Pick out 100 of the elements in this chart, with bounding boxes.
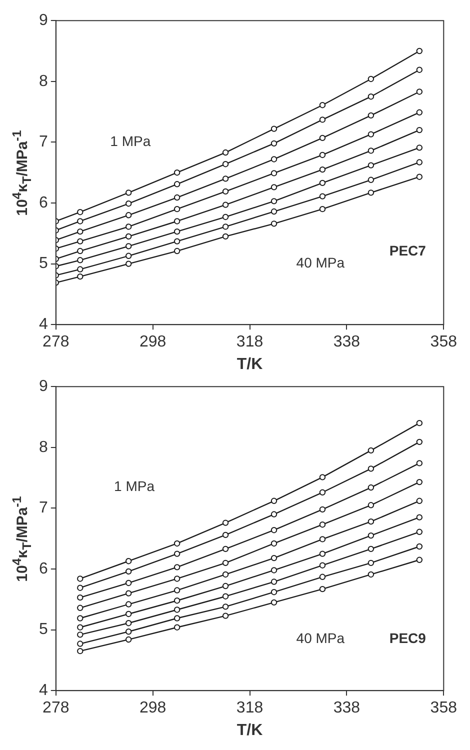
point: [222, 571, 229, 578]
point: [174, 228, 180, 235]
x-tick-label: 318: [236, 334, 264, 351]
point: [174, 598, 180, 604]
point: [77, 584, 84, 591]
point: [174, 576, 180, 582]
point: [368, 546, 374, 552]
y-tick-label: 4: [38, 316, 48, 334]
point: [368, 112, 374, 119]
point: [77, 248, 84, 254]
point: [174, 550, 180, 557]
point: [416, 159, 423, 166]
point: [368, 502, 374, 508]
point: [270, 578, 278, 585]
point: [368, 148, 374, 154]
point: [319, 166, 326, 173]
point: [319, 574, 326, 580]
x-tick-label: 298: [139, 334, 166, 351]
x-tick-label: 358: [430, 700, 458, 717]
point: [319, 134, 326, 142]
x-axis-title: T/K: [236, 722, 264, 739]
point: [222, 520, 229, 526]
point: [416, 438, 423, 446]
point: [416, 514, 423, 520]
point: [270, 220, 278, 227]
point: [126, 243, 132, 250]
point: [368, 131, 374, 138]
point: [222, 202, 229, 208]
point: [270, 526, 278, 534]
point: [368, 76, 374, 82]
point: [416, 88, 423, 95]
annotation: 40 MPa: [296, 630, 345, 646]
point: [270, 170, 278, 176]
point: [319, 550, 326, 557]
point: [77, 218, 84, 224]
y-tick-label: 8: [38, 438, 48, 456]
point: [126, 212, 132, 218]
point: [270, 126, 278, 132]
point: [222, 593, 229, 600]
point: [174, 564, 180, 570]
point: [416, 48, 423, 54]
point: [77, 594, 84, 601]
point: [126, 233, 132, 240]
point: [174, 587, 180, 594]
point: [319, 193, 326, 200]
point: [126, 558, 132, 564]
point: [368, 484, 374, 491]
x-tick-label: 318: [236, 700, 264, 717]
point: [319, 506, 326, 513]
annotation: PEC9: [389, 630, 426, 646]
point: [174, 238, 180, 244]
y-tick-label: 7: [38, 500, 48, 517]
annotation: 1 MPa: [110, 133, 151, 150]
point: [270, 511, 278, 518]
point: [368, 176, 374, 183]
x-tick-label: 358: [430, 334, 458, 351]
point: [270, 156, 278, 162]
point: [319, 536, 326, 542]
point: [416, 174, 423, 180]
point: [174, 194, 180, 201]
point: [319, 522, 326, 528]
point: [126, 620, 132, 626]
point: [77, 648, 84, 654]
point: [368, 447, 374, 454]
point: [77, 632, 84, 638]
y-tick-label: 7: [38, 134, 48, 151]
point: [126, 636, 132, 643]
point: [126, 580, 132, 586]
y-tick-label: 6: [38, 560, 48, 578]
point: [319, 474, 326, 480]
point: [319, 206, 326, 212]
point: [270, 589, 278, 596]
point: [77, 615, 84, 622]
point: [270, 184, 278, 190]
point: [222, 214, 229, 220]
point: [77, 238, 84, 244]
point: [174, 218, 180, 224]
point: [319, 116, 326, 123]
point: [126, 200, 132, 207]
point: [126, 260, 132, 267]
y-tick-label: 9: [38, 12, 48, 30]
point: [368, 162, 374, 168]
point: [126, 568, 132, 575]
point: [77, 640, 84, 647]
point: [222, 612, 229, 619]
point: [126, 601, 132, 608]
point: [270, 198, 278, 204]
point: [77, 228, 84, 235]
point: [222, 224, 229, 230]
point: [174, 170, 180, 176]
point: [77, 273, 84, 280]
annotation: 1 MPa: [114, 478, 155, 494]
y-tick-label: 9: [38, 378, 48, 396]
point: [416, 528, 423, 536]
point: [77, 624, 84, 630]
point: [174, 181, 180, 188]
point: [77, 209, 84, 216]
x-tick-label: 298: [139, 700, 166, 717]
point: [174, 206, 180, 212]
point: [222, 560, 229, 566]
